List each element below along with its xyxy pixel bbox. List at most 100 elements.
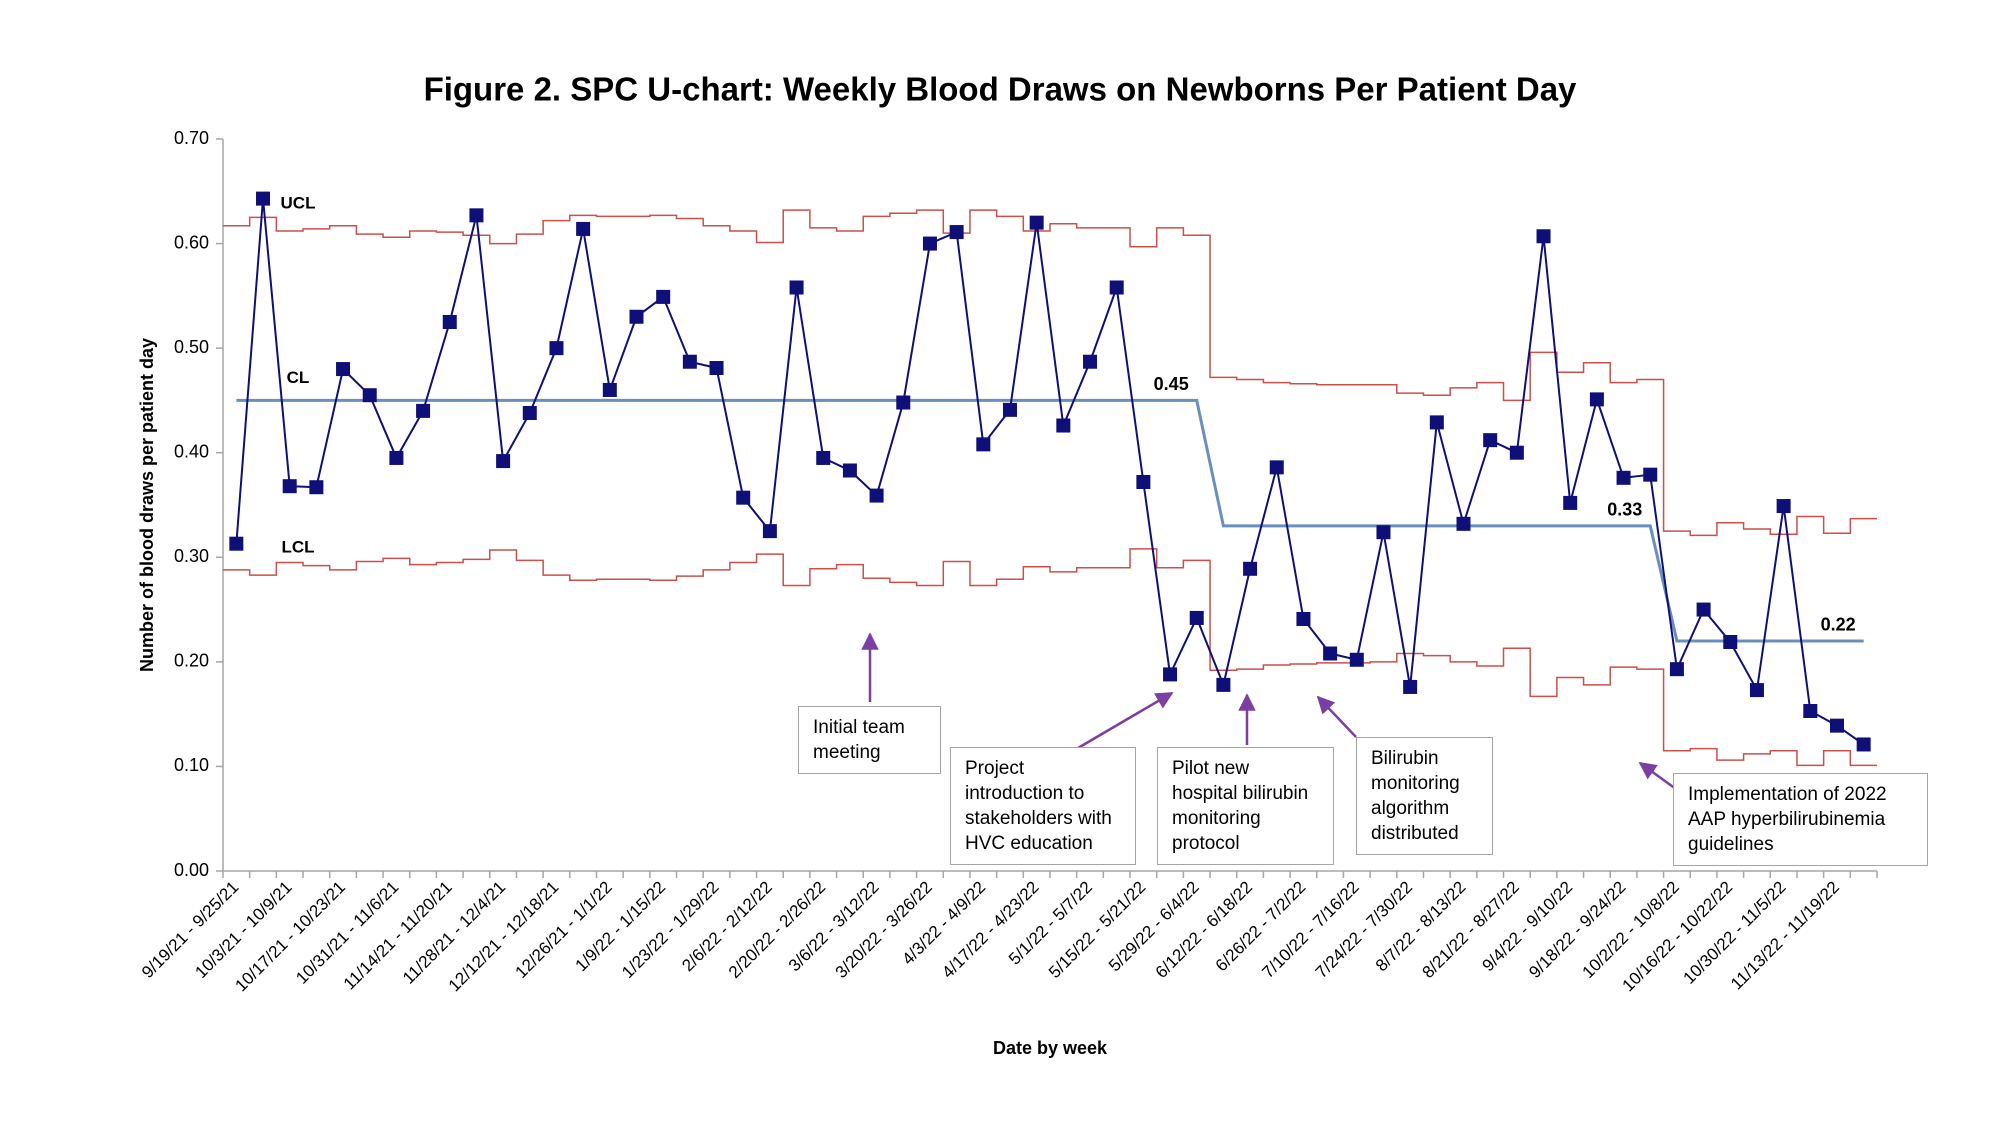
data-point [1776, 499, 1791, 514]
data-point [1109, 280, 1124, 295]
x-tick-label: 7/24/22 - 7/30/22 [1312, 878, 1416, 982]
annotation: Bilirubin monitoring algorithm distribut… [1356, 737, 1493, 855]
data-point [922, 236, 937, 251]
x-tick-label: 9/19/21 - 9/25/21 [138, 878, 242, 982]
data-point [1056, 418, 1071, 433]
y-axis-label: Number of blood draws per patient day [137, 338, 157, 672]
data-point [1616, 470, 1631, 485]
data-point [789, 280, 804, 295]
data-point [362, 388, 377, 403]
data-point [1509, 445, 1524, 460]
data-point [336, 362, 351, 377]
x-tick-label: 2/6/22 - 2/12/22 [678, 878, 776, 976]
data-point [549, 341, 564, 356]
data-point [1429, 415, 1444, 430]
data-point [1269, 460, 1284, 475]
x-tick-label: 8/7/22 - 8/13/22 [1372, 878, 1470, 976]
data-point [522, 405, 537, 420]
data-point [496, 454, 511, 469]
data-point [656, 289, 671, 304]
y-tick-label: 0.30 [174, 546, 209, 566]
data-point [1136, 474, 1151, 489]
x-tick-label: 10/2/22 - 10/8/22 [1579, 878, 1683, 982]
y-tick-label: 0.70 [174, 128, 209, 148]
annotation: Initial team meeting [798, 706, 941, 774]
data-point [1002, 402, 1017, 417]
center-line-label: 0.22 [1821, 615, 1856, 635]
x-tick-label: 4/17/22 - 4/23/22 [938, 878, 1042, 982]
data-point [816, 450, 831, 465]
arrow [1077, 691, 1174, 750]
data-point [1403, 679, 1418, 694]
data-point [629, 309, 644, 324]
chart-title: Figure 2. SPC U-chart: Weekly Blood Draw… [424, 71, 1577, 108]
data-point [442, 315, 457, 329]
data-point [1029, 215, 1044, 230]
center-line-label: 0.45 [1154, 374, 1189, 394]
annotation: Project introduction to stakeholders wit… [950, 747, 1136, 865]
data-point [1749, 683, 1764, 698]
data-point [762, 524, 777, 539]
data-point [282, 479, 297, 494]
data-point [869, 488, 884, 503]
x-tick-label: 3/20/22 - 3/26/22 [832, 878, 936, 982]
data-point [1216, 677, 1231, 692]
x-tick-label: 3/6/22 - 3/12/22 [785, 878, 883, 976]
data-point [469, 208, 484, 223]
data-point [1296, 611, 1311, 626]
data-point [1723, 634, 1738, 649]
data-point [1083, 354, 1098, 369]
center-line [236, 398, 1864, 643]
x-tick-label: 6/12/22 - 6/18/22 [1152, 878, 1256, 982]
arrow [1638, 761, 1677, 791]
data-point [1829, 718, 1844, 733]
data-point [1376, 525, 1391, 540]
data-point [389, 450, 404, 465]
y-tick-label: 0.00 [174, 860, 209, 880]
annotation: Implementation of 2022 AAP hyperbilirubi… [1673, 773, 1928, 866]
data-point [416, 403, 431, 418]
data-point [229, 536, 244, 551]
x-tick-label: 7/10/22 - 7/16/22 [1258, 878, 1362, 982]
series-label: CL [287, 368, 310, 387]
data-point [1323, 646, 1338, 661]
data-point [1349, 652, 1364, 667]
data-line [235, 198, 1865, 746]
data-point [682, 354, 697, 369]
y-tick-label: 0.60 [174, 232, 209, 252]
data-point [1803, 704, 1818, 719]
x-tick-label: 9/4/22 - 9/10/22 [1479, 878, 1577, 976]
x-tick-label: 5/15/22 - 5/21/22 [1045, 878, 1149, 982]
control-limit [223, 209, 1877, 537]
x-tick-label: 9/18/22 - 9/24/22 [1525, 878, 1629, 982]
data-point [709, 361, 724, 376]
x-tick-label: 10/3/21 - 10/9/21 [191, 878, 295, 982]
center-line-label: 0.33 [1607, 500, 1642, 520]
annotation: Pilot new hospital bilirubin monitoring … [1157, 747, 1334, 865]
data-point [256, 191, 271, 206]
x-axis-label: Date by week [993, 1038, 1108, 1058]
data-point [1856, 737, 1871, 752]
data-point [1163, 667, 1178, 682]
x-tick-label: 8/21/22 - 8/27/22 [1419, 878, 1523, 982]
data-point [1643, 467, 1658, 482]
annotation-arrows [861, 632, 1677, 791]
x-tick-label: 12/26/21 - 1/1/22 [511, 878, 615, 982]
data-point [949, 225, 964, 240]
data-point [896, 395, 911, 410]
data-point [1243, 561, 1258, 576]
y-tick-label: 0.40 [174, 441, 209, 461]
series-label: UCL [281, 193, 316, 212]
arrow [1316, 695, 1357, 738]
control-limit [223, 548, 1877, 767]
data-point [1589, 392, 1604, 407]
data-point [736, 490, 751, 505]
series-label: LCL [281, 537, 314, 556]
x-tick-label: 1/9/22 - 1/15/22 [572, 878, 670, 976]
x-tick-label: 1/23/22 - 1/29/22 [618, 878, 722, 982]
x-tick-label: 6/26/22 - 7/2/22 [1212, 878, 1310, 976]
data-point [576, 221, 591, 236]
data-point [309, 480, 324, 495]
